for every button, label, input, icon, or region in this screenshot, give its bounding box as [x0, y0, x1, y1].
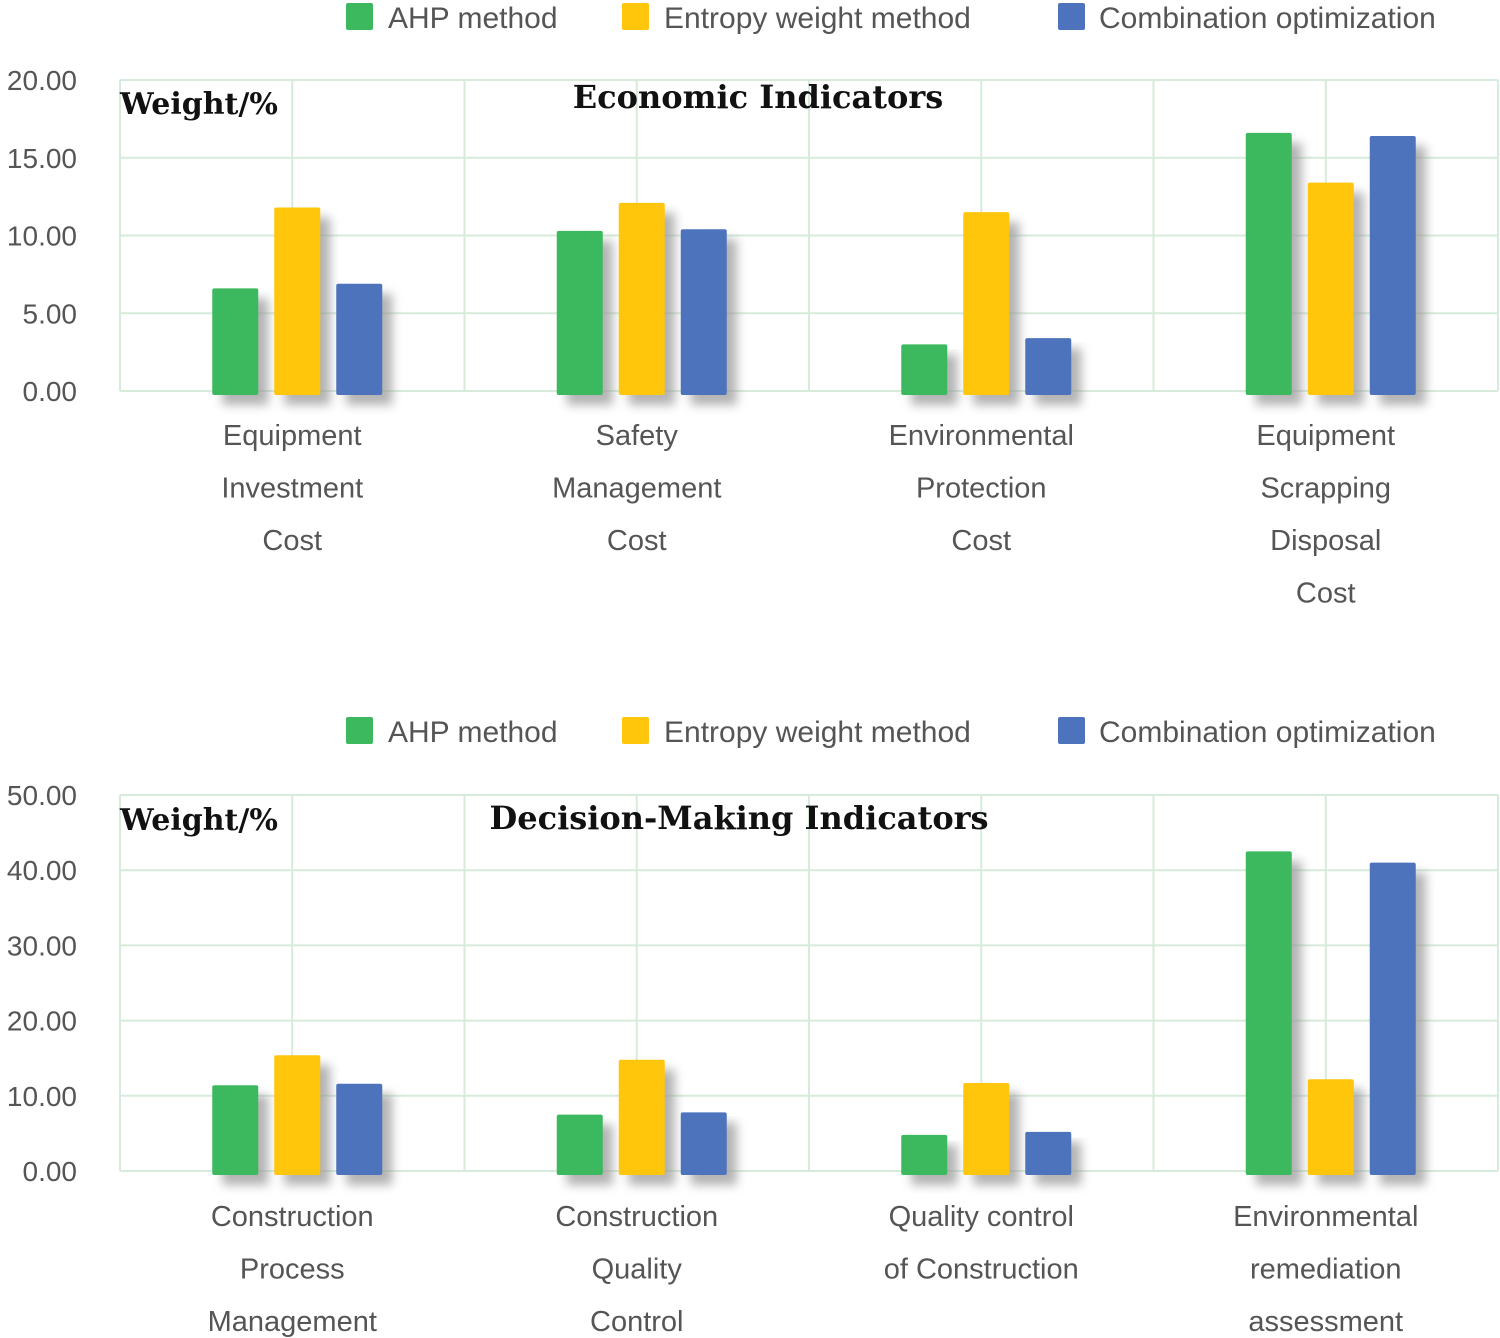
bar-ahp-0	[212, 1085, 259, 1175]
y-tick-label: 10.00	[7, 1081, 77, 1112]
y-tick-label: 15.00	[7, 143, 77, 174]
category-label: Investment	[221, 473, 363, 505]
category-label: Control	[590, 1306, 684, 1338]
category-label: Quality	[592, 1254, 683, 1286]
bar-entropy-0	[274, 1055, 321, 1175]
legend-swatch-entropy	[622, 717, 649, 744]
category-label: Cost	[607, 525, 667, 557]
category-label: Construction	[211, 1201, 374, 1233]
bar-entropy-1	[618, 202, 665, 395]
category-label: Equipment	[223, 420, 362, 452]
category-label: Cost	[951, 525, 1011, 557]
y-axis-label: Weight/%	[119, 87, 278, 122]
category-label: Management	[552, 473, 721, 505]
legend-swatch-ahp	[346, 717, 373, 744]
chart-title: Decision-Making Indicators	[489, 799, 988, 837]
y-tick-label: 0.00	[23, 376, 78, 407]
category-label: Quality control	[889, 1201, 1074, 1233]
category-label: of Construction	[884, 1254, 1079, 1286]
y-tick-label: 40.00	[7, 855, 77, 886]
category-label: Safety	[596, 420, 679, 452]
category-label: Environmental	[889, 420, 1074, 452]
category-label: Process	[240, 1254, 345, 1286]
bar-entropy-3	[1307, 1079, 1354, 1175]
legend-label-entropy: Entropy weight method	[664, 716, 971, 749]
category-label: Environmental	[1233, 1201, 1418, 1233]
legend-label-entropy: Entropy weight method	[664, 2, 971, 35]
bar-combination-2	[1025, 1131, 1072, 1175]
bar-entropy-0	[274, 207, 321, 395]
bar-ahp-0	[212, 288, 259, 395]
bar-combination-1	[680, 1112, 727, 1175]
legend-label-ahp: AHP method	[388, 2, 558, 35]
y-tick-label: 30.00	[7, 930, 77, 961]
legend-label-combination: Combination optimization	[1099, 716, 1436, 749]
y-tick-label: 20.00	[7, 1006, 77, 1037]
bar-combination-3	[1369, 135, 1416, 396]
legend-label-combination: Combination optimization	[1099, 2, 1436, 35]
category-label: Disposal	[1270, 525, 1381, 557]
legend-swatch-ahp	[346, 3, 373, 30]
y-axis-label: Weight/%	[119, 803, 278, 838]
y-tick-label: 5.00	[23, 298, 78, 329]
bar-combination-1	[680, 229, 727, 395]
bar-combination-2	[1025, 338, 1072, 395]
bar-entropy-2	[963, 212, 1010, 395]
y-tick-label: 0.00	[23, 1156, 78, 1187]
legend-label-ahp: AHP method	[388, 716, 558, 749]
legend-swatch-combination	[1058, 717, 1085, 744]
bar-ahp-3	[1245, 132, 1292, 395]
category-label: Equipment	[1256, 420, 1395, 452]
y-tick-label: 50.00	[7, 780, 77, 811]
legend-swatch-combination	[1058, 3, 1085, 30]
category-label: Management	[208, 1306, 377, 1338]
category-label: assessment	[1248, 1306, 1403, 1338]
economic-indicators-chart: AHP method Entropy weight method Combinati…	[7, 2, 1499, 610]
y-tick-label: 10.00	[7, 221, 77, 252]
category-label: Construction	[555, 1201, 718, 1233]
bar-ahp-1	[556, 1114, 603, 1175]
bar-ahp-1	[556, 230, 603, 395]
bar-combination-0	[336, 1083, 383, 1175]
bar-combination-3	[1369, 862, 1416, 1175]
bar-ahp-3	[1245, 851, 1292, 1175]
chart-title: Economic Indicators	[573, 78, 943, 116]
bar-ahp-2	[901, 344, 948, 395]
category-label: remediation	[1250, 1254, 1402, 1286]
bar-combination-0	[336, 283, 383, 395]
y-tick-label: 20.00	[7, 65, 77, 96]
bar-entropy-3	[1307, 182, 1354, 395]
category-label: Protection	[916, 473, 1047, 505]
category-label: Cost	[1296, 578, 1356, 610]
bar-entropy-1	[618, 1059, 665, 1175]
category-label: Scrapping	[1260, 473, 1391, 505]
bar-entropy-2	[963, 1083, 1010, 1175]
category-label: Cost	[262, 525, 322, 557]
decision-making-indicators-chart: AHP method Entropy weight method Combinati…	[7, 716, 1499, 1338]
legend-swatch-entropy	[622, 3, 649, 30]
bar-ahp-2	[901, 1134, 948, 1175]
